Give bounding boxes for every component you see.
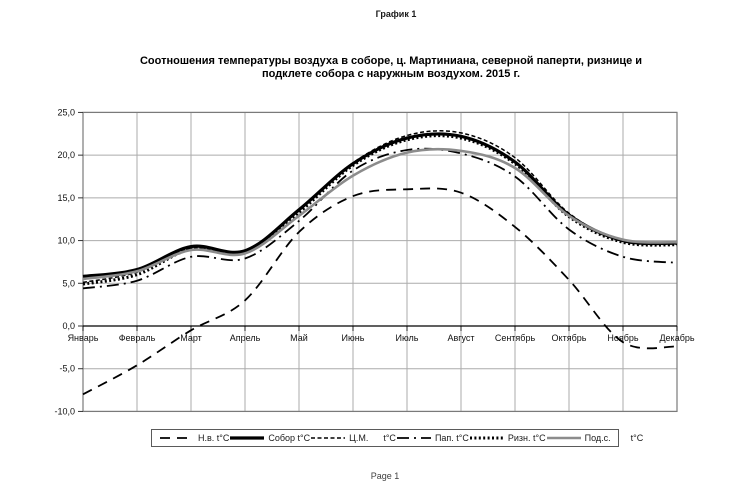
chart-title: Соотношения температуры воздуха в соборе… <box>14 55 754 81</box>
x-tick-label: Ноябрь <box>607 333 639 343</box>
x-tick-label: Январь <box>68 333 99 343</box>
x-tick-label: Октябрь <box>552 333 587 343</box>
legend-line-sample <box>230 436 265 440</box>
legend-label: Под.с. t°C <box>584 433 644 443</box>
legend-label: Собор t°C <box>268 433 311 443</box>
x-tick-label: Март <box>180 333 202 343</box>
y-tick-label: -5,0 <box>59 364 75 374</box>
page-footer-label: Page 1 <box>370 471 400 481</box>
x-tick-label: Декабрь <box>659 333 694 343</box>
y-tick-label: 15,0 <box>57 193 75 203</box>
series-lines <box>82 130 678 396</box>
chart-title-line2: подклете собора с наружным воздухом. 201… <box>261 68 520 80</box>
series-line-0 <box>82 187 678 396</box>
x-tick-label: Сентябрь <box>495 333 536 343</box>
legend-line-sample <box>469 436 504 440</box>
legend-line-sample <box>311 437 346 439</box>
legend-label: Ц.М. t°C <box>349 433 396 443</box>
chart-title-line1: Соотношения температуры воздуха в соборе… <box>139 55 643 67</box>
legend-label: Н.в. t°C <box>198 433 230 443</box>
series-line-3 <box>82 147 678 290</box>
x-tick-label: Июль <box>396 333 419 343</box>
x-tick-label: Май <box>290 333 308 343</box>
series-line-2 <box>82 130 678 284</box>
legend-line-sample <box>396 437 431 439</box>
page-header-label: График 1 <box>375 9 417 19</box>
legend-line-sample <box>160 437 194 439</box>
legend-item-5: Под.с. t°C <box>546 433 644 443</box>
legend-item-0: Н.в. t°C <box>159 433 229 443</box>
series-line-5 <box>82 147 678 281</box>
y-tick-label: 5,0 <box>62 278 75 288</box>
y-tick-label: 10,0 <box>57 236 75 246</box>
y-tick-label: 0,0 <box>62 321 75 331</box>
y-axis: 25,0 20,0 15,0 10,0 5,0 0,0 -5,0 -10,0 <box>54 107 83 416</box>
x-tick-label: Апрель <box>230 333 261 343</box>
y-tick-label: -10,0 <box>54 406 75 416</box>
plot-border <box>82 111 678 413</box>
legend-label: Ризн. t°C <box>507 433 546 443</box>
chart-legend: Н.в. t°C Собор t°C Ц.М. t°C Пап. t°C Ризн. t… <box>151 429 643 447</box>
y-tick-label: 25,0 <box>57 107 75 117</box>
legend-item-4: Ризн. t°C <box>469 433 546 443</box>
legend-label: Пап. t°C <box>434 433 469 443</box>
legend-line-sample <box>546 436 581 440</box>
x-tick-label: Июнь <box>342 333 365 343</box>
legend-item-1: Собор t°C <box>229 433 310 443</box>
y-tick-label: 20,0 <box>57 150 75 160</box>
x-tick-label: Февраль <box>119 333 156 343</box>
x-axis: Январь Февраль Март Апрель Май Июнь Июль Август… <box>68 325 695 343</box>
legend-item-2: Ц.М. t°C <box>310 433 396 443</box>
series-line-4 <box>82 134 678 286</box>
legend-item-3: Пап. t°C <box>396 433 469 443</box>
x-tick-label: Август <box>447 333 474 343</box>
